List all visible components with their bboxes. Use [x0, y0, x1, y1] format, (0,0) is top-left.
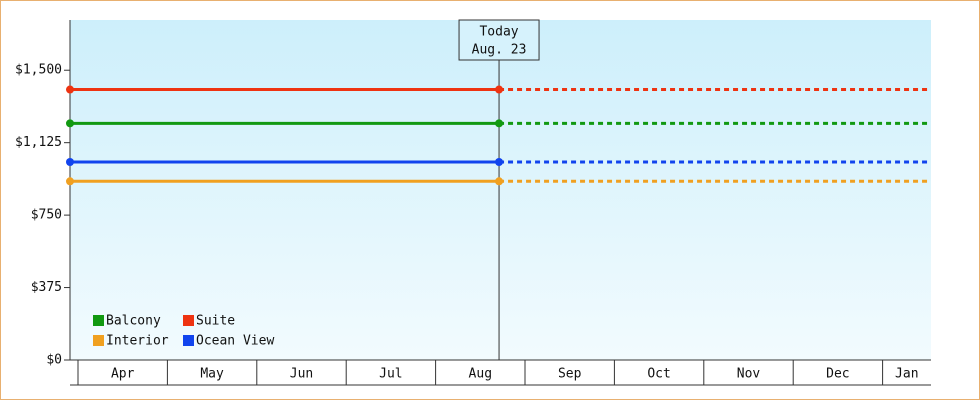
x-tick-label: Jan: [895, 367, 918, 382]
x-tick-label: Jul: [379, 367, 402, 382]
legend-swatch: [93, 335, 104, 346]
x-tick-label: Jun: [290, 367, 313, 382]
legend-label: Balcony: [106, 314, 161, 329]
today-box: [458, 19, 540, 61]
plot-area: [70, 20, 931, 360]
x-tick-label: Aug: [469, 367, 492, 382]
legend-swatch: [183, 315, 194, 326]
series-point: [495, 177, 504, 186]
series-point: [66, 157, 74, 166]
y-tick-label: $1,500: [15, 63, 62, 78]
x-tick-label: Apr: [111, 367, 135, 382]
today-date: Aug. 23: [472, 43, 527, 58]
y-tick-label: $750: [31, 208, 62, 223]
series-point: [66, 177, 74, 186]
today-title: Today: [479, 25, 518, 40]
x-tick-label: Sep: [558, 367, 582, 382]
x-tick-label: Nov: [737, 367, 761, 382]
legend-label: Interior: [106, 334, 169, 349]
series-point: [66, 119, 74, 128]
x-tick-label: Oct: [647, 367, 670, 382]
series-point: [66, 85, 74, 94]
y-tick-label: $0: [46, 353, 62, 368]
series-point: [495, 85, 504, 94]
series-point: [495, 157, 504, 166]
legend-label: Ocean View: [196, 334, 274, 349]
legend-swatch: [183, 335, 194, 346]
x-tick-label: May: [200, 367, 224, 382]
legend-swatch: [93, 315, 104, 326]
legend-label: Suite: [196, 314, 235, 329]
x-tick-label: Dec: [826, 367, 849, 382]
series-point: [495, 119, 504, 128]
y-tick-label: $1,125: [15, 135, 62, 150]
y-tick-label: $375: [31, 280, 62, 295]
